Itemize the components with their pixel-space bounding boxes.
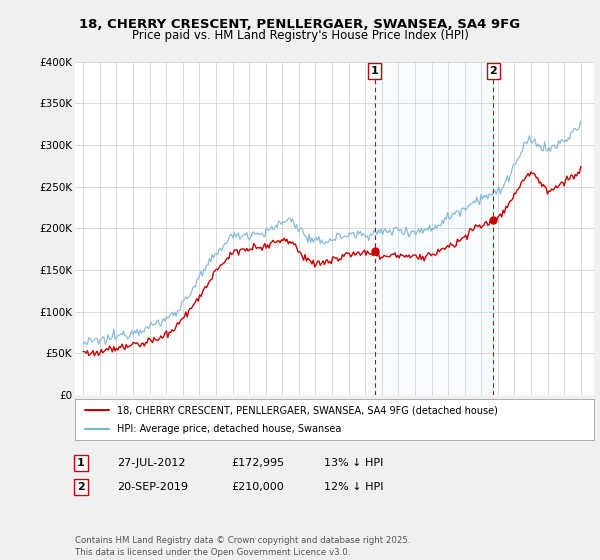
Text: 18, CHERRY CRESCENT, PENLLERGAER, SWANSEA, SA4 9FG: 18, CHERRY CRESCENT, PENLLERGAER, SWANSE… bbox=[79, 18, 521, 31]
Text: £210,000: £210,000 bbox=[231, 482, 284, 492]
Text: 13% ↓ HPI: 13% ↓ HPI bbox=[324, 458, 383, 468]
Text: Price paid vs. HM Land Registry's House Price Index (HPI): Price paid vs. HM Land Registry's House … bbox=[131, 29, 469, 42]
Text: HPI: Average price, detached house, Swansea: HPI: Average price, detached house, Swan… bbox=[116, 424, 341, 433]
Text: 12% ↓ HPI: 12% ↓ HPI bbox=[324, 482, 383, 492]
Text: 2: 2 bbox=[490, 66, 497, 76]
Text: £172,995: £172,995 bbox=[231, 458, 284, 468]
Bar bbox=[374, 62, 493, 395]
Text: 20-SEP-2019: 20-SEP-2019 bbox=[117, 482, 188, 492]
Text: 1: 1 bbox=[371, 66, 379, 76]
Text: 27-JUL-2012: 27-JUL-2012 bbox=[117, 458, 185, 468]
Text: 1: 1 bbox=[77, 458, 85, 468]
Text: 18, CHERRY CRESCENT, PENLLERGAER, SWANSEA, SA4 9FG (detached house): 18, CHERRY CRESCENT, PENLLERGAER, SWANSE… bbox=[116, 405, 497, 415]
Text: 2: 2 bbox=[77, 482, 85, 492]
Text: Contains HM Land Registry data © Crown copyright and database right 2025.
This d: Contains HM Land Registry data © Crown c… bbox=[75, 536, 410, 557]
